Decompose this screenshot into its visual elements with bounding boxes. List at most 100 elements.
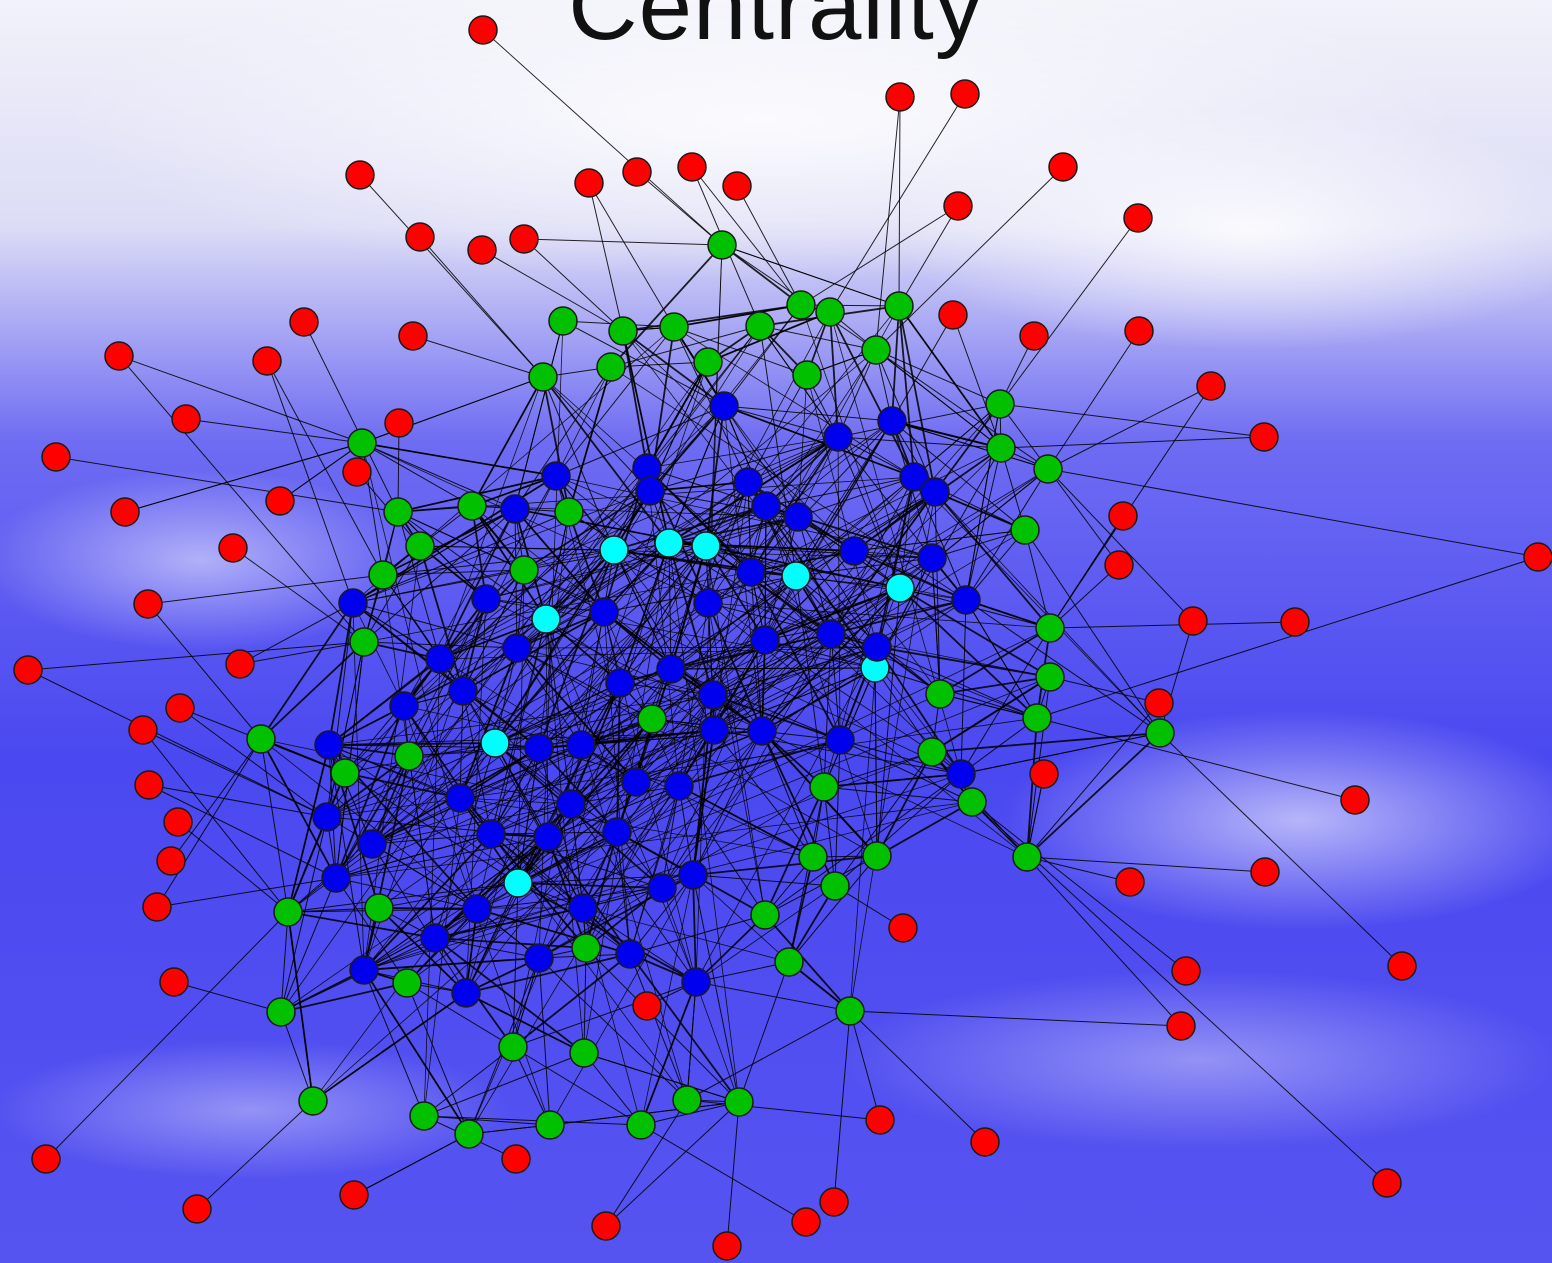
graph-node-central <box>476 819 506 849</box>
graph-edge <box>670 639 766 670</box>
graph-edge <box>723 405 799 518</box>
graph-node-peripheral <box>791 1207 821 1237</box>
graph-node-peripheral <box>41 442 71 472</box>
graph-node-most-central <box>480 728 510 758</box>
graph-edge <box>1026 856 1131 883</box>
graph-node-central <box>621 767 651 797</box>
graph-node-intermediate <box>862 841 892 871</box>
graph-node-intermediate <box>786 290 816 320</box>
graph-node-peripheral <box>1196 371 1226 401</box>
graph-node-peripheral <box>1171 956 1201 986</box>
graph-edge <box>750 571 841 741</box>
graph-edge <box>378 639 766 909</box>
graph-edge <box>723 405 893 422</box>
graph-edge <box>668 542 672 670</box>
graph-edge <box>750 447 1002 573</box>
node-layer <box>13 15 1552 1261</box>
graph-edge <box>280 490 651 1013</box>
graph-edge <box>465 992 585 1054</box>
graph-node-central <box>502 633 532 663</box>
graph-edge <box>875 166 1064 351</box>
graph-node-central <box>823 422 853 452</box>
graph-edge <box>971 801 1187 972</box>
graph-edge <box>335 755 410 879</box>
graph-edge <box>434 937 585 1054</box>
graph-edge <box>371 755 410 845</box>
graph-edge <box>649 481 749 492</box>
graph-edge <box>406 982 470 1135</box>
graph-edge <box>517 569 525 884</box>
graph-edge <box>179 707 328 818</box>
graph-edge <box>260 602 354 740</box>
graph-edge <box>713 639 766 731</box>
graph-edge <box>326 641 365 818</box>
graph-edge <box>570 803 697 983</box>
graph-edge <box>260 738 289 913</box>
graph-edge <box>613 549 672 670</box>
graph-edge <box>423 1115 551 1126</box>
graph-edge <box>839 739 962 775</box>
graph-edge <box>512 1046 642 1126</box>
graph-node-intermediate <box>798 842 828 872</box>
graph-node-central <box>420 923 450 953</box>
graph-edge <box>287 911 436 939</box>
graph-node-peripheral <box>865 1105 895 1135</box>
graph-edge <box>494 542 670 744</box>
graph-edge <box>898 205 959 307</box>
graph-edge <box>490 618 547 835</box>
graph-edge <box>686 1099 881 1121</box>
graph-node-central <box>693 588 723 618</box>
graph-edge <box>875 96 901 351</box>
graph-edge <box>610 325 761 368</box>
graph-edge <box>605 1099 688 1227</box>
graph-edge <box>408 747 540 757</box>
graph-edge <box>788 855 878 963</box>
graph-node-peripheral <box>225 649 255 679</box>
graph-edge <box>670 587 901 670</box>
graph-edge <box>538 491 936 749</box>
graph-edge <box>142 729 289 913</box>
graph-edge <box>583 947 587 1054</box>
graph-edge <box>124 442 363 513</box>
graph-edge <box>629 953 688 1101</box>
graph-edge <box>382 549 615 576</box>
graph-edge <box>616 831 631 955</box>
graph-node-central <box>556 789 586 819</box>
graph-edge <box>516 647 637 783</box>
graph-node-intermediate <box>608 316 638 346</box>
graph-node-intermediate <box>672 1085 702 1115</box>
graph-edge <box>568 366 612 513</box>
graph-node-intermediate <box>246 724 276 754</box>
graph-edge <box>692 874 790 963</box>
graph-edge <box>555 326 675 477</box>
graph-edge <box>545 618 585 1054</box>
graph-edge <box>610 366 967 601</box>
graph-node-central <box>533 822 563 852</box>
graph-node-intermediate <box>626 1110 656 1140</box>
graph-edge <box>494 742 618 833</box>
graph-edge <box>939 693 1038 719</box>
graph-node-peripheral <box>1144 688 1174 718</box>
graph-edge <box>147 574 384 605</box>
graph-edge <box>934 491 1051 629</box>
graph-edge <box>629 953 740 1103</box>
graph-edge <box>891 420 1049 470</box>
graph-node-intermediate <box>861 335 891 365</box>
graph-edge <box>736 185 802 306</box>
graph-node-central <box>471 584 501 614</box>
graph-edge <box>891 420 1026 531</box>
graph-edge <box>232 547 365 643</box>
graph-node-peripheral <box>1249 422 1279 452</box>
graph-edge <box>260 738 337 879</box>
graph-edge <box>797 374 808 518</box>
graph-edge <box>806 374 878 648</box>
graph-edge <box>570 730 763 805</box>
graph-edge <box>613 505 767 551</box>
graph-edge <box>849 646 878 1012</box>
graph-edge <box>363 957 540 971</box>
graph-node-intermediate <box>724 1087 754 1117</box>
graph-node-intermediate <box>528 362 558 392</box>
graph-edge <box>361 442 516 510</box>
graph-node-central <box>524 943 554 973</box>
